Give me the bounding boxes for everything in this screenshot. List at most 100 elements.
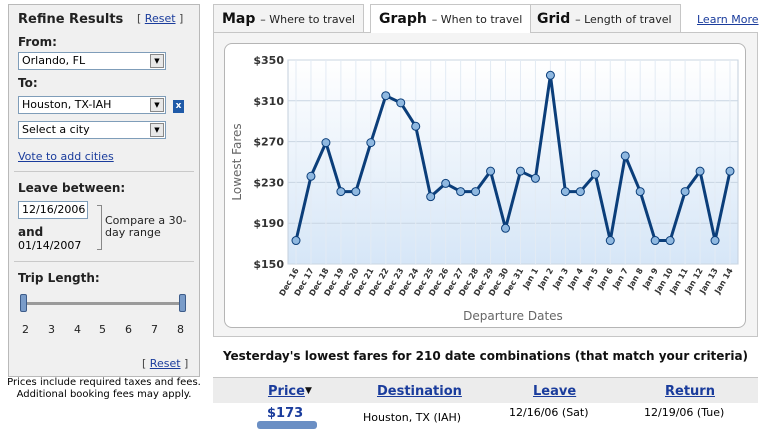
divider	[14, 261, 194, 262]
city-select[interactable]: Select a city ▼	[18, 121, 166, 139]
and-label: and	[18, 225, 44, 239]
results-header-row: Price ▼ Destination Leave Return	[213, 377, 758, 403]
from-select-value: Orlando, FL	[22, 54, 86, 67]
results-summary: Yesterday's lowest fares for 210 date co…	[222, 349, 749, 363]
trip-length-max-handle[interactable]	[179, 294, 186, 312]
city-select-placeholder: Select a city	[22, 123, 90, 136]
data-point	[695, 166, 705, 176]
refine-results-title: Refine Results	[18, 12, 124, 27]
result-leave-date: 12/16/06 (Sat)	[509, 406, 589, 419]
data-point	[456, 187, 466, 197]
remove-destination-icon[interactable]: x	[173, 100, 184, 113]
data-point	[306, 171, 316, 181]
to-select[interactable]: Houston, TX-IAH ▼	[18, 96, 166, 114]
data-point	[321, 138, 331, 148]
data-point	[620, 151, 630, 161]
date-range-bracket	[97, 205, 102, 250]
data-point	[575, 187, 585, 197]
x-axis-label: Departure Dates	[463, 309, 563, 323]
to-select-value: Houston, TX-IAH	[22, 98, 112, 111]
data-point	[426, 192, 436, 202]
data-point	[560, 187, 570, 197]
reset-link-bottom-wrapper: [ Reset ]	[142, 357, 189, 370]
tab-grid[interactable]: Grid – Length of travel	[528, 4, 681, 32]
trip-length-tick: 3	[48, 323, 55, 336]
destination-column-header[interactable]: Destination	[377, 384, 462, 399]
data-point	[411, 121, 421, 131]
return-column-header[interactable]: Return	[665, 384, 715, 399]
sort-descending-icon[interactable]: ▼	[305, 386, 312, 396]
data-point	[515, 166, 525, 176]
from-label: From:	[18, 35, 57, 49]
reset-link-top[interactable]: Reset	[144, 12, 176, 25]
tab-graph-subtitle: – When to travel	[431, 13, 523, 26]
data-point	[605, 236, 615, 246]
y-tick-label: $350	[253, 54, 284, 67]
tab-grid-subtitle: – Length of travel	[575, 13, 672, 26]
vote-to-add-cities-link[interactable]: Vote to add cities	[18, 150, 114, 163]
y-axis-label: Lowest Fares	[230, 123, 244, 200]
trip-length-tick: 4	[74, 323, 81, 336]
data-point	[486, 166, 496, 176]
divider	[14, 171, 194, 172]
tab-map[interactable]: Map – Where to travel	[213, 4, 364, 32]
fare-disclaimer: Prices include required taxes and fees. …	[7, 377, 201, 400]
trip-length-tick: 6	[125, 323, 132, 336]
compare-range-text: Compare a 30-day range	[105, 214, 187, 239]
result-destination: Houston, TX (IAH)	[363, 411, 462, 424]
trip-length-slider-track[interactable]	[23, 302, 184, 305]
leave-column-header[interactable]: Leave	[533, 384, 577, 399]
data-point	[590, 169, 600, 179]
tab-map-subtitle: – Where to travel	[260, 13, 355, 26]
data-point	[545, 70, 555, 80]
data-point	[665, 236, 675, 246]
y-tick-label: $310	[253, 95, 284, 108]
data-point	[381, 91, 391, 101]
tab-map-title: Map	[222, 11, 256, 27]
y-tick-label: $190	[253, 217, 284, 230]
y-tick-label: $230	[253, 176, 284, 189]
result-return-date: 12/19/06 (Tue)	[644, 406, 725, 419]
data-point	[351, 187, 361, 197]
result-row[interactable]: $173 Houston, TX (IAH) 12/16/06 (Sat) 12…	[213, 403, 758, 429]
to-label: To:	[18, 76, 38, 90]
fare-chart-box: $150 $190 $230 $270 $310 $350 Dec 16 Dec 17 Dec …	[224, 43, 746, 328]
plot-area	[287, 59, 739, 265]
data-point	[501, 223, 511, 233]
tab-grid-title: Grid	[537, 11, 571, 27]
data-point	[396, 98, 406, 108]
trip-length-label: Trip Length:	[18, 271, 100, 285]
data-point	[530, 173, 540, 183]
from-select[interactable]: Orlando, FL ▼	[18, 52, 166, 70]
y-tick-label: $150	[253, 258, 284, 271]
trip-length-tick: 2	[22, 323, 29, 336]
trip-length-tick: 8	[177, 323, 184, 336]
data-point	[650, 236, 660, 246]
graph-panel: $150 $190 $230 $270 $310 $350 Dec 16 Dec 17 Dec …	[213, 32, 758, 337]
y-tick-label: $270	[253, 136, 284, 149]
chevron-down-icon[interactable]: ▼	[150, 54, 164, 68]
refine-results-panel: Refine Results [ Reset ] From: Orlando, …	[8, 4, 200, 377]
data-point	[366, 138, 376, 148]
leave-between-label: Leave between:	[18, 181, 126, 195]
data-point	[680, 187, 690, 197]
data-point	[725, 166, 735, 176]
data-point	[471, 187, 481, 197]
learn-more-link[interactable]: Learn More	[697, 13, 759, 26]
tab-graph[interactable]: Graph – When to travel	[370, 4, 532, 33]
book-button[interactable]	[257, 421, 317, 429]
reset-link-top-wrapper: [ Reset ]	[137, 12, 184, 25]
tab-graph-title: Graph	[379, 11, 427, 27]
trip-length-min-handle[interactable]	[20, 294, 27, 312]
chevron-down-icon[interactable]: ▼	[150, 123, 164, 137]
data-point	[336, 187, 346, 197]
chevron-down-icon[interactable]: ▼	[150, 98, 164, 112]
leave-start-date-input[interactable]: 12/16/2006	[18, 201, 88, 219]
data-point	[441, 178, 451, 188]
reset-link-bottom[interactable]: Reset	[149, 357, 181, 370]
result-price-link[interactable]: $173	[267, 406, 304, 421]
price-column-header[interactable]: Price	[268, 384, 305, 399]
trip-length-tick: 5	[99, 323, 106, 336]
data-point	[291, 236, 301, 246]
